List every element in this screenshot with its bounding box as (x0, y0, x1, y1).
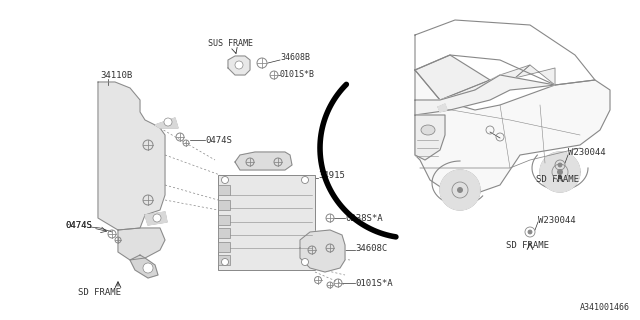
Polygon shape (415, 75, 555, 115)
Polygon shape (438, 104, 447, 112)
Polygon shape (145, 212, 167, 225)
Bar (218, 242, 230, 252)
Circle shape (558, 163, 562, 167)
Circle shape (301, 177, 308, 183)
Polygon shape (515, 65, 555, 85)
Circle shape (221, 177, 228, 183)
Text: 34608B: 34608B (280, 52, 310, 61)
Text: SD FRAME: SD FRAME (536, 175, 579, 184)
Text: 34915: 34915 (318, 171, 345, 180)
Polygon shape (118, 228, 165, 260)
Polygon shape (228, 56, 250, 75)
Text: W230044: W230044 (568, 148, 605, 156)
Polygon shape (415, 70, 610, 192)
Text: 0101S*A: 0101S*A (355, 278, 392, 287)
Text: 0474S: 0474S (205, 135, 232, 145)
Text: 34608C: 34608C (355, 244, 387, 252)
Bar (218, 185, 230, 195)
Text: 34110B: 34110B (100, 70, 132, 79)
Bar (218, 228, 230, 238)
Text: SD FRAME: SD FRAME (506, 241, 550, 250)
Polygon shape (440, 75, 500, 100)
Polygon shape (130, 255, 158, 278)
Ellipse shape (421, 125, 435, 135)
Polygon shape (300, 230, 345, 272)
Text: 0238S*A: 0238S*A (345, 213, 383, 222)
Polygon shape (235, 152, 292, 170)
Text: 0474S: 0474S (65, 220, 92, 229)
Polygon shape (415, 55, 490, 100)
Bar (218, 215, 230, 225)
Circle shape (153, 214, 161, 222)
Circle shape (301, 259, 308, 266)
Text: 0474S: 0474S (65, 220, 92, 229)
Text: 0101S*B: 0101S*B (280, 69, 315, 78)
Polygon shape (440, 170, 480, 210)
Circle shape (557, 169, 563, 175)
Polygon shape (540, 152, 580, 192)
Text: A341001466: A341001466 (580, 303, 630, 312)
Polygon shape (415, 115, 445, 160)
Text: SUS FRAME: SUS FRAME (207, 39, 253, 48)
Circle shape (221, 259, 228, 266)
Circle shape (164, 118, 172, 126)
Polygon shape (155, 118, 178, 128)
Circle shape (143, 263, 153, 273)
Circle shape (235, 61, 243, 69)
Text: SD FRAME: SD FRAME (79, 288, 122, 297)
Text: W230044: W230044 (538, 215, 575, 225)
Bar (218, 200, 230, 210)
Circle shape (528, 230, 532, 234)
Circle shape (457, 187, 463, 193)
Polygon shape (98, 82, 165, 230)
Polygon shape (475, 65, 530, 90)
Bar (218, 255, 230, 265)
Bar (218, 175, 315, 270)
